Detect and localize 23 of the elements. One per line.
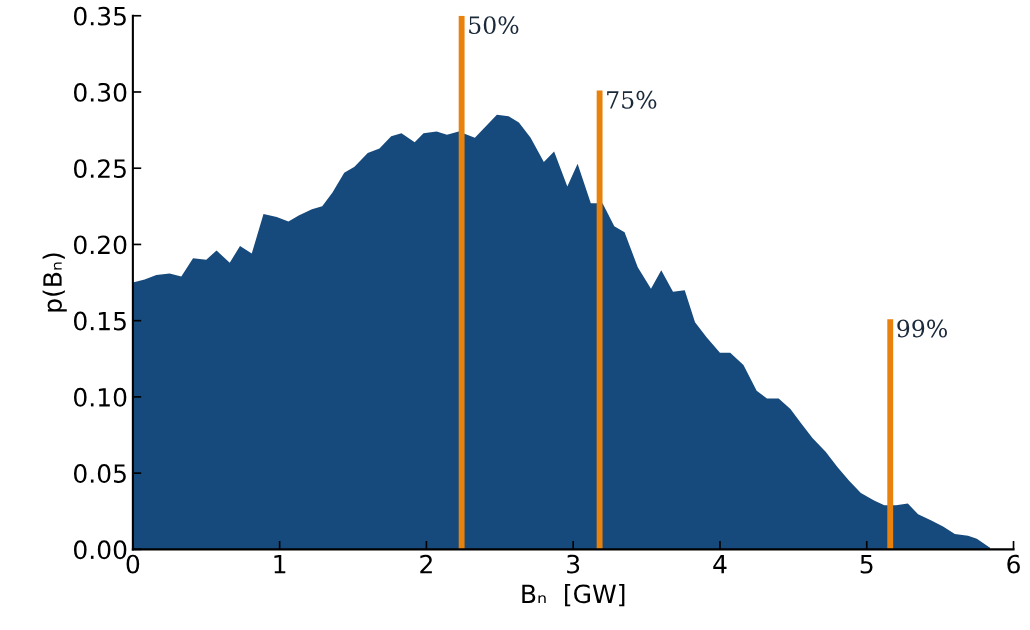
- x-tick-label: 0: [126, 554, 140, 574]
- y-tick-label: 0.10: [73, 387, 127, 407]
- bar: [458, 15, 465, 550]
- y-tick-label: 0.20: [73, 235, 127, 255]
- y-tick-label: 0.05: [73, 464, 126, 483]
- annotation: 50%: [469, 16, 519, 35]
- x-tick-label: 2: [420, 554, 432, 574]
- x-tick-label: 3: [567, 554, 580, 574]
- annotation: 99%: [897, 319, 947, 338]
- x-tick-label: 5: [860, 554, 873, 574]
- y-tick-label: 0.35: [73, 6, 126, 26]
- x-tick-label: 6: [1007, 554, 1020, 574]
- annotation: 75%: [607, 90, 657, 109]
- y-tick-label: 0.30: [73, 82, 127, 102]
- x-tick-label: 4: [713, 554, 727, 574]
- x-axis-title: Bₙ [GW]: [522, 583, 625, 607]
- bar: [887, 319, 894, 550]
- y-axis-title: p(Bₙ): [42, 253, 67, 312]
- y-tick-label: 0.15: [73, 311, 126, 331]
- y-tick-label: 0.00: [73, 540, 127, 560]
- y-tick-label: 0.25: [73, 159, 126, 179]
- bar: [596, 90, 603, 550]
- x-tick-label: 1: [274, 554, 286, 574]
